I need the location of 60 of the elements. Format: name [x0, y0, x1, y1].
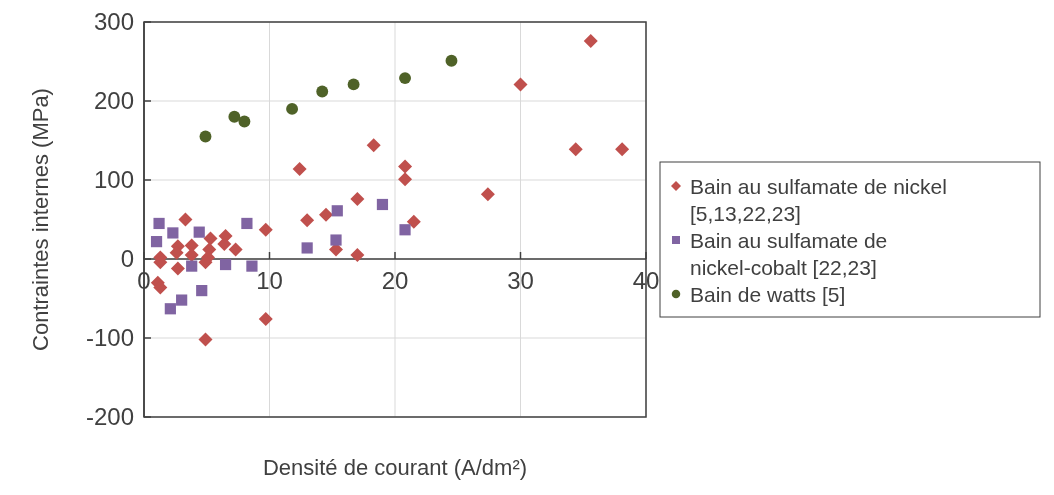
point: [241, 217, 253, 230]
point: [164, 303, 176, 315]
point: [150, 236, 163, 248]
point: [301, 242, 313, 254]
point: [193, 226, 205, 238]
point: [198, 332, 213, 347]
point: [258, 222, 273, 237]
point: [184, 248, 199, 263]
point: [318, 207, 333, 222]
y-tick-label: 0: [120, 245, 134, 273]
point: [406, 214, 421, 229]
point: [258, 312, 273, 327]
point: [178, 212, 193, 227]
point: [350, 191, 365, 206]
point: [445, 54, 458, 67]
point: [615, 142, 630, 157]
point: [167, 227, 179, 239]
point: [480, 187, 495, 202]
point: [170, 261, 185, 276]
point: [398, 172, 413, 187]
point: [196, 285, 208, 297]
x-tick-label: 10: [256, 267, 283, 294]
point: [300, 213, 315, 228]
point: [399, 72, 411, 85]
point: [153, 217, 165, 230]
y-tick-label: 300: [93, 8, 134, 36]
point: [176, 294, 188, 306]
point: [228, 110, 241, 123]
point: [330, 234, 342, 246]
point: [568, 142, 583, 157]
point: [199, 130, 212, 143]
x-tick-label: 30: [507, 267, 534, 294]
y-tick-label: 100: [93, 166, 134, 194]
legend-label: Bain au sulfamate de nickel [5,13,22,23]: [690, 175, 947, 225]
point: [292, 161, 307, 176]
point: [376, 198, 389, 211]
point: [583, 33, 598, 48]
point: [399, 224, 411, 236]
point: [350, 248, 365, 263]
y-tick-label: 200: [93, 87, 134, 115]
point: [316, 85, 329, 98]
point: [366, 138, 381, 153]
point: [331, 205, 343, 217]
x-axis-title: Densité de courant (A/dm²): [262, 455, 528, 480]
y-axis-title: Contraintes internes (MPa): [28, 88, 53, 351]
x-tick-label: 20: [381, 267, 409, 294]
y-tick-label: -100: [85, 324, 134, 352]
point: [228, 242, 243, 257]
point: [513, 77, 528, 92]
point: [203, 231, 218, 246]
point: [347, 78, 360, 91]
point: [238, 115, 251, 128]
point: [186, 260, 198, 272]
point: [286, 102, 299, 115]
legend-label: Bain au sulfamate de nickel-cobalt [22,23]: [690, 229, 888, 279]
y-tick-label: -200: [85, 403, 134, 431]
point: [246, 260, 258, 272]
point: [398, 159, 413, 174]
legend-label: Bain de watts [5]: [690, 283, 846, 306]
point: [219, 258, 232, 271]
